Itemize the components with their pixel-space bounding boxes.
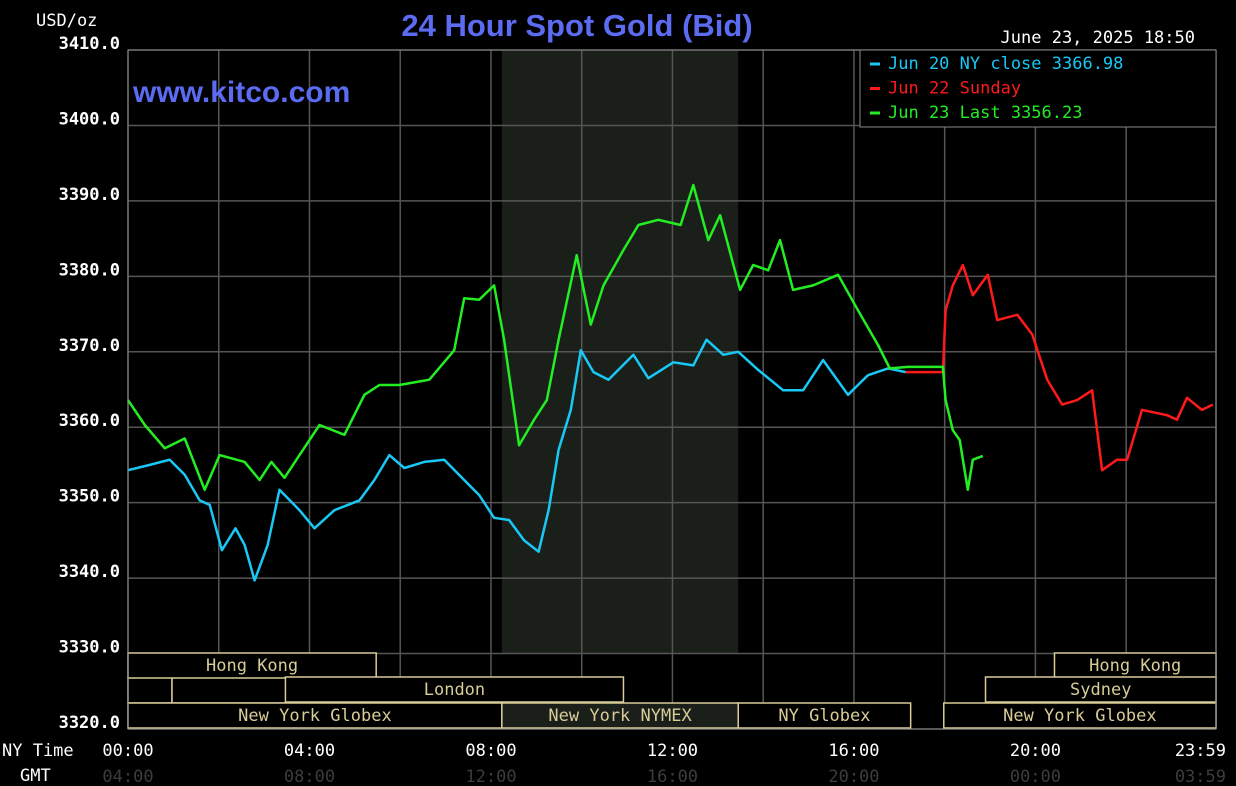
y-tick-label: 3330.0: [59, 638, 120, 658]
session-box: [284, 676, 625, 703]
y-axis-label: USD/oz: [36, 11, 97, 31]
sessions: Hong Kong Hong Kong London Sydney New York G…: [127, 652, 1217, 729]
x-tick-label: 08:00: [465, 741, 516, 761]
x2-tick-label: 04:00: [102, 767, 153, 786]
x2-tick-label: 08:00: [284, 767, 335, 786]
x-tick-label: 12:00: [647, 741, 698, 761]
x2-axis-label: GMT: [20, 766, 51, 786]
x-tick-label: 00:00: [102, 741, 153, 761]
session-label: New York NYMEX: [548, 706, 692, 726]
legend-box: [859, 49, 1217, 128]
chart-title: 24 Hour Spot Gold (Bid): [401, 8, 752, 43]
x2-tick-label: 12:00: [465, 767, 516, 786]
x2-tick-label: 00:00: [1010, 767, 1061, 786]
legend-label: Jun 20 NY close 3366.98: [888, 54, 1123, 74]
session-label: Hong Kong: [1089, 656, 1181, 676]
session-box: [943, 702, 1217, 729]
x-tick-label: 23:59: [1175, 741, 1226, 761]
session-label: NY Globex: [778, 706, 870, 726]
session-label: New York Globex: [1003, 706, 1157, 726]
y-tick-label: 3380.0: [59, 260, 120, 280]
y-tick-label: 3400.0: [59, 109, 120, 129]
session-box: [984, 676, 1217, 703]
x-tick-label: 04:00: [284, 741, 335, 761]
session-label: New York Globex: [238, 706, 392, 726]
x-tick-label: 20:00: [1010, 741, 1061, 761]
session-box: [127, 676, 173, 704]
series-line: [905, 263, 1214, 472]
y-tick-label: 3340.0: [59, 562, 120, 582]
timestamp: June 23, 2025 18:50: [1001, 28, 1195, 48]
legend-label: Jun 23 Last 3356.23: [888, 103, 1082, 123]
x2-tick-label: 16:00: [647, 767, 698, 786]
session-label: London: [424, 680, 485, 700]
series-line: [127, 338, 906, 582]
session-box: [171, 676, 287, 704]
x-tick-label: 16:00: [828, 741, 879, 761]
y-tick-label: 3320.0: [59, 713, 120, 733]
session-box: [1053, 652, 1217, 679]
y-tick-label: 3350.0: [59, 487, 120, 507]
x2-tick-label: 03:59: [1175, 767, 1226, 786]
series-lines: [126, 183, 1214, 582]
plot-border: [127, 49, 1217, 730]
y-tick-label: 3410.0: [59, 34, 120, 54]
session-box: [737, 702, 912, 729]
y-tick-label: 3390.0: [59, 185, 120, 205]
series-line: [126, 183, 984, 492]
legend-label: Jun 22 Sunday: [888, 79, 1021, 99]
watermark: www.kitco.com: [132, 76, 350, 109]
y-tick-label: 3360.0: [59, 411, 120, 431]
session-label: Sydney: [1070, 680, 1131, 700]
y-tick-label: 3370.0: [59, 336, 120, 356]
x2-tick-label: 20:00: [828, 767, 879, 786]
x-axis-label: NY Time: [2, 741, 74, 761]
legend: Jun 20 NY close 3366.98 Jun 22 Sunday Jun …: [870, 54, 1123, 123]
session-label: Hong Kong: [206, 656, 298, 676]
